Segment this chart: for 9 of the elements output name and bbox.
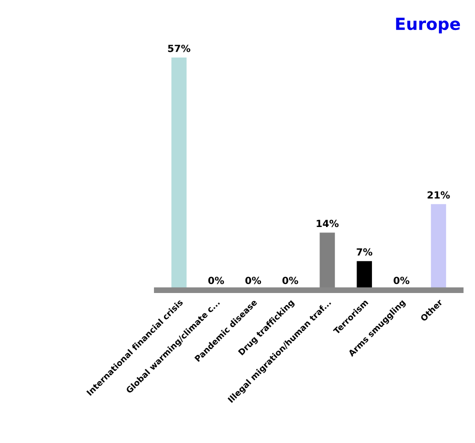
- data-label: 0%: [208, 276, 224, 284]
- data-label: 57%: [168, 44, 190, 52]
- data-label: 21%: [428, 191, 450, 199]
- data-label: 14%: [316, 220, 339, 228]
- data-label: 7%: [356, 248, 372, 256]
- data-label: 0%: [394, 276, 410, 284]
- data-label: 0%: [282, 276, 298, 284]
- data-label: 0%: [245, 276, 262, 284]
- chart-title: Europe: [396, 18, 460, 34]
